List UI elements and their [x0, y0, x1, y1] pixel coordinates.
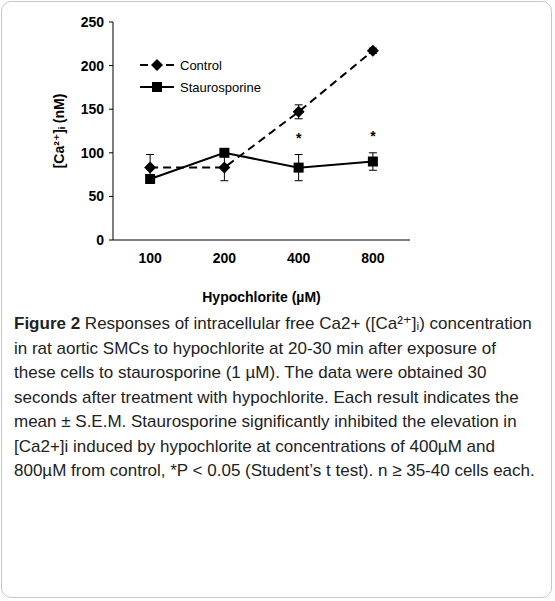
error-cap: [295, 180, 303, 181]
error-cap: [369, 170, 377, 171]
legend-label: Staurosporine: [180, 80, 261, 95]
error-cap: [146, 154, 154, 155]
x-axis: [113, 240, 410, 241]
data-point: [218, 162, 230, 174]
x-tick-label: 200: [213, 250, 237, 266]
error-cap: [295, 104, 303, 105]
y-axis-label: [Ca²⁺]ᵢ (nM): [51, 94, 67, 169]
chart: 0 50 100 150 200 250 100 200 400 800 Hypochlorite …: [0, 0, 555, 310]
plot-marks: [144, 45, 379, 184]
error-bar: [369, 153, 377, 170]
data-point: [293, 106, 305, 118]
error-cap: [295, 154, 303, 155]
significance-mark: *: [296, 130, 302, 146]
y-tick: [109, 109, 113, 110]
legend-label: Control: [180, 58, 222, 73]
caption-text: Responses of intracellular free Ca2+ ([C…: [14, 314, 535, 480]
data-point: [294, 163, 304, 173]
error-cap: [220, 180, 228, 181]
y-tick-label: 200: [81, 58, 105, 74]
error-bar: [146, 175, 154, 184]
y-tick: [109, 65, 113, 66]
error-cap: [295, 118, 303, 119]
series-line: [150, 51, 373, 168]
caption: Figure 2 Responses of intracellular free…: [14, 312, 542, 484]
x-tick-label: 800: [361, 250, 385, 266]
error-cap: [369, 152, 377, 153]
data-point: [144, 162, 156, 174]
y-tick-label: 150: [81, 101, 105, 117]
legend-marker: [152, 82, 162, 92]
y-tick-label: 0: [96, 232, 104, 248]
error-bar: [295, 155, 303, 181]
legend-marker: [151, 59, 163, 71]
y-tick: [109, 22, 113, 23]
y-tick: [109, 240, 113, 241]
x-axis-label: Hypochlorite (µM): [202, 289, 321, 305]
data-point: [145, 174, 155, 184]
y-tick-label: 50: [88, 188, 104, 204]
data-point: [219, 148, 229, 158]
y-tick: [109, 152, 113, 153]
y-tick: [109, 196, 113, 197]
y-tick-label: 100: [81, 145, 105, 161]
series-line: [150, 153, 373, 179]
x-tick-label: 100: [138, 250, 162, 266]
significance-mark: *: [370, 128, 376, 144]
data-point: [368, 157, 378, 167]
caption-label: Figure 2: [14, 314, 80, 333]
y-tick-label: 250: [81, 14, 105, 30]
x-tick-label: 400: [287, 250, 311, 266]
data-point: [367, 45, 379, 57]
y-axis: [113, 22, 114, 240]
